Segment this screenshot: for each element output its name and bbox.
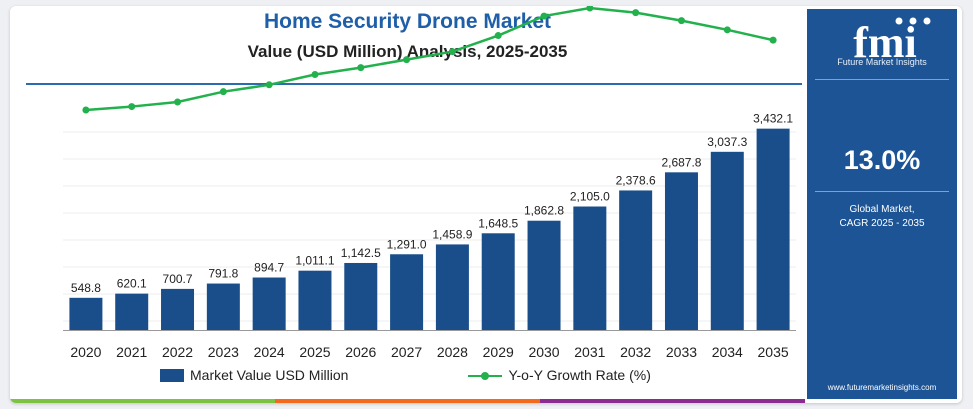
x-tick-label-2026: 2026 [345,344,376,360]
bar-2031 [573,206,607,330]
growth-point-2029 [494,32,502,40]
x-tick-label-2022: 2022 [162,344,193,360]
growth-point-2028 [448,48,456,56]
bar-value-label-2025: 1,011.1 [295,254,334,268]
side-divider-middle [815,191,949,192]
growth-point-2030 [540,12,548,20]
legend-line-label: Y-o-Y Growth Rate (%) [508,367,651,383]
growth-rate-line [85,6,774,112]
x-tick-label-2021: 2021 [116,344,147,360]
growth-point-2025 [311,70,319,78]
bar-value-label-2029: 1,648.5 [478,216,518,230]
x-tick-label-2023: 2023 [208,344,239,360]
fmi-logo: fmi [853,17,931,67]
growth-point-2027 [403,56,411,64]
bar-value-label-2030: 1,862.8 [524,204,564,218]
growth-point-2022 [174,98,182,106]
strip-segment-green [10,399,275,403]
title-divider [26,83,802,85]
chart-subtitle: Value (USD Million) Analysis, 2025-2035 [247,42,568,61]
legend-bar-swatch [160,368,184,382]
strip-segment-orange [275,399,540,403]
chart-title: Home Security Drone Market [263,10,552,33]
legend-item-growth-rate: Y-o-Y Growth Rate (%) [468,367,651,383]
bar-value-label-2027: 1,291.0 [387,237,427,251]
chart-panel: Home Security Drone Market Value (USD Mi… [10,6,805,403]
logo-wordmark: fmi [853,18,917,67]
bar-2026 [344,262,378,330]
x-tick-label-2020: 2020 [70,344,101,360]
chart-legend: Market Value USD Million Y-o-Y Growth Ra… [160,364,700,386]
x-tick-label-2028: 2028 [437,344,468,360]
x-tick-label-2031: 2031 [574,344,605,360]
side-panel: fmi Future Market Insights 13.0% Global … [807,9,957,399]
bar-value-label-2026: 1,142.5 [341,246,381,260]
x-tick-label-2027: 2027 [391,344,422,360]
growth-point-2024 [265,81,273,89]
growth-point-2034 [723,26,731,34]
x-tick-label-2034: 2034 [712,344,743,360]
growth-point-2026 [357,64,365,72]
growth-point-2023 [219,88,227,96]
strip-segment-purple [540,399,805,403]
bar-value-label-2028: 1,458.9 [432,227,472,241]
cagr-label-line2: CAGR 2025 - 2035 [839,218,925,229]
bar-2023 [206,283,240,330]
x-tick-label-2029: 2029 [483,344,514,360]
bar-2032 [619,190,653,330]
bar-value-label-2035: 3,432.1 [753,112,793,126]
bar-2025 [298,270,332,330]
website-url: www.futuremarketinsights.com [827,383,937,392]
x-tick-label-2030: 2030 [528,344,559,360]
bar-value-label-2024: 894.7 [254,261,284,275]
legend-line-swatch [468,369,503,382]
bar-value-label-2020: 548.8 [71,281,101,295]
bar-value-label-2022: 700.7 [163,272,193,286]
growth-point-2033 [677,17,685,25]
bar-value-label-2031: 2,105.0 [570,190,610,204]
growth-point-2021 [128,103,136,111]
x-tick-label-2035: 2035 [758,344,789,360]
bar-2030 [527,220,561,330]
growth-point-2032 [632,9,640,17]
growth-point-2031 [586,6,594,12]
cagr-label-line1: Global Market, [849,204,915,215]
chart-card: Home Security Drone Market Value (USD Mi… [10,6,962,403]
x-tick-label-2032: 2032 [620,344,651,360]
bar-value-label-2021: 620.1 [117,277,147,291]
cagr-label: Global Market, CAGR 2025 - 2035 [807,203,957,231]
bar-value-label-2034: 3,037.3 [707,135,747,149]
bar-2035 [756,128,790,330]
legend-bar-label: Market Value USD Million [190,367,349,383]
bar-2028 [435,244,469,330]
bar-value-label-2032: 2,378.6 [616,173,656,187]
bar-2020 [69,297,103,330]
bar-2033 [664,172,698,330]
bar-2024 [252,277,286,330]
side-divider-top [815,79,949,80]
bar-2034 [710,151,744,330]
bottom-color-strip [10,399,805,403]
bar-2021 [115,293,149,330]
growth-point-2035 [769,36,777,44]
bar-2027 [390,254,424,330]
bar-value-label-2033: 2,687.8 [661,155,701,169]
logo-caption: Future Market Insights [837,57,927,67]
bar-line-chart: 548.8 2020 620.1 2021 700.7 2022 791.8 2023 894.… [63,6,796,360]
growth-point-2020 [82,106,90,114]
x-tick-label-2033: 2033 [666,344,697,360]
x-tick-label-2025: 2025 [299,344,330,360]
bar-2022 [161,288,195,330]
bar-value-label-2023: 791.8 [208,267,238,281]
x-tick-label-2024: 2024 [254,344,285,360]
legend-item-market-value: Market Value USD Million [160,367,348,383]
bar-2029 [481,233,515,330]
cagr-value: 13.0% [843,145,921,175]
